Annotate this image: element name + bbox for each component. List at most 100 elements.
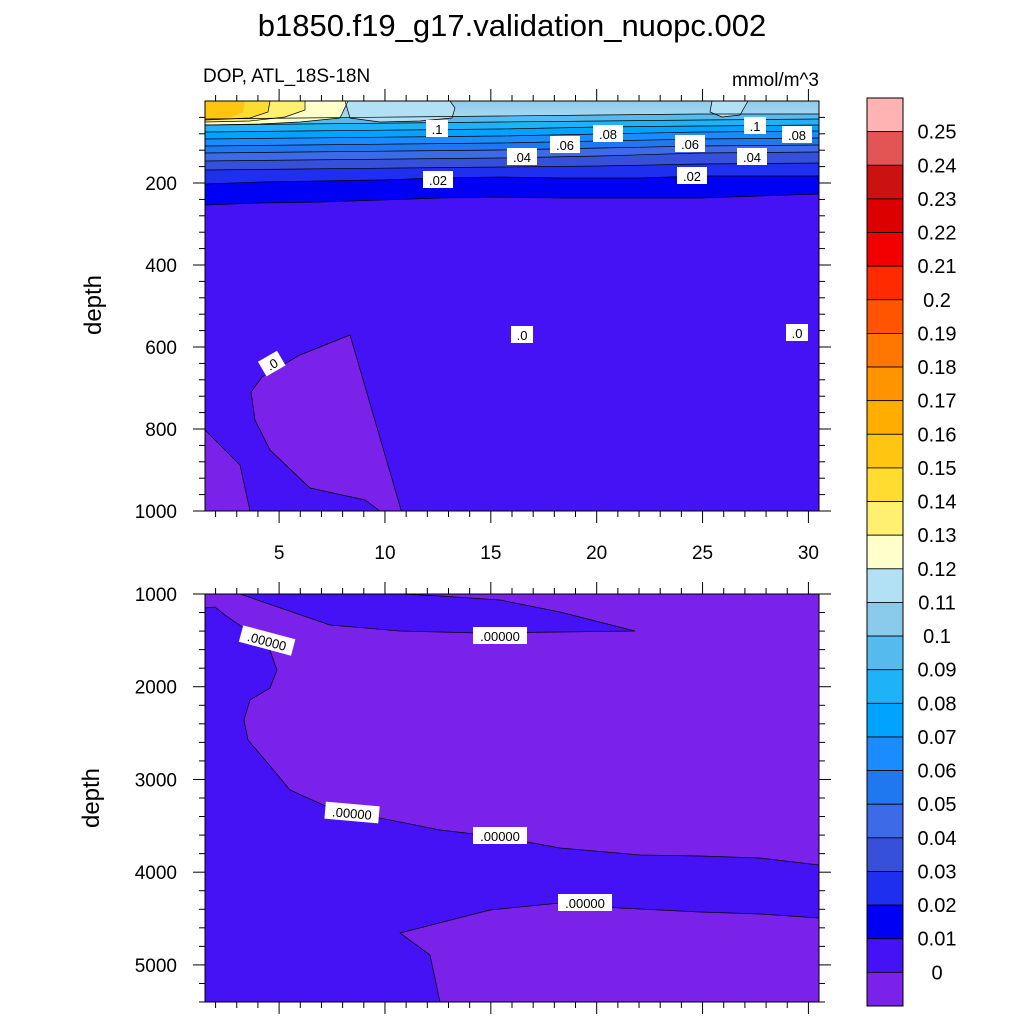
top-panel-units: mmol/m^3 bbox=[732, 70, 819, 91]
top-contour-label: .1 bbox=[426, 120, 448, 137]
bottom-contour-label-box bbox=[238, 625, 296, 656]
colorbar-label: 0.11 bbox=[918, 592, 955, 614]
top-contour-label-box bbox=[782, 126, 812, 143]
fill-patch-0.11-center bbox=[345, 101, 455, 122]
top-contour-label-box bbox=[507, 148, 537, 165]
top-y-tick-label: 200 bbox=[145, 174, 177, 195]
top-contour-label-box bbox=[257, 350, 286, 377]
bottom-contour-label: .00000 bbox=[558, 894, 612, 911]
top-contour-label: .02 bbox=[677, 167, 707, 184]
top-contour-label-text: .08 bbox=[788, 128, 806, 143]
top-contour-label-text: .02 bbox=[429, 173, 447, 188]
bottom-axes: 1000 2000 3000 4000 5000 bbox=[135, 582, 831, 1014]
colorbar-label: 0.02 bbox=[918, 895, 957, 917]
bottom-contour-labels: .00000.00000.00000.00000.00000 bbox=[238, 625, 612, 911]
colorbar-label: 0.08 bbox=[918, 693, 957, 715]
top-contour-label-box bbox=[786, 324, 808, 341]
top-contour-label: .08 bbox=[782, 126, 812, 143]
bottom-y-tick-label: 3000 bbox=[135, 770, 177, 791]
colorbar-swatch bbox=[866, 131, 904, 166]
colorbar-label: 0.25 bbox=[918, 122, 957, 144]
top-x-tick-label: 10 bbox=[374, 543, 395, 564]
colorbar-swatch bbox=[866, 265, 904, 301]
fill-level-0.15 bbox=[205, 101, 245, 120]
bottom-contour-label-text: .00000 bbox=[565, 896, 605, 911]
top-x-tick-label: 15 bbox=[480, 543, 501, 564]
top-x-tick-label: 30 bbox=[798, 543, 819, 564]
colorbar-swatch bbox=[866, 669, 904, 704]
colorbar-swatch bbox=[866, 501, 904, 536]
colorbar-label: 0.21 bbox=[918, 256, 957, 278]
colorbar-label: 0.06 bbox=[918, 761, 957, 783]
colorbar-label: 0.14 bbox=[918, 492, 957, 514]
top-contour-label-text: .1 bbox=[432, 122, 443, 137]
colorbar-swatch bbox=[866, 971, 904, 1007]
colorbar-label: 0.22 bbox=[918, 223, 957, 245]
top-contour-label: .0 bbox=[786, 324, 808, 341]
top-contour-label-text: .04 bbox=[513, 150, 531, 165]
top-x-tick-label: 20 bbox=[586, 543, 607, 564]
bottom-contour-label-text: .00000 bbox=[480, 829, 520, 844]
top-contour-label: .06 bbox=[675, 135, 705, 152]
colorbar-swatch bbox=[866, 635, 904, 671]
top-contour-label: .06 bbox=[550, 136, 580, 153]
top-contour-label-text: .1 bbox=[750, 119, 761, 134]
colorbar-swatch bbox=[866, 702, 904, 738]
top-contour-label: .02 bbox=[423, 171, 453, 188]
colorbar-swatch bbox=[866, 837, 904, 872]
bottom-contour-label-box bbox=[473, 627, 527, 644]
colorbar-label: 0 bbox=[931, 962, 942, 984]
top-contour-label: .0 bbox=[257, 350, 286, 377]
top-contour-label-box bbox=[426, 120, 448, 137]
colorbar-swatch bbox=[866, 97, 904, 133]
colorbar-swatch bbox=[866, 467, 904, 502]
colorbar-swatch bbox=[866, 568, 904, 603]
colorbar-label: 0.15 bbox=[918, 458, 957, 480]
colorbar-label: 0.2 bbox=[923, 290, 951, 312]
top-contour-label: .04 bbox=[737, 148, 767, 165]
colorbar-swatch bbox=[866, 770, 904, 805]
bottom-y-tick-label: 4000 bbox=[135, 863, 177, 884]
colorbar-swatch bbox=[866, 198, 904, 233]
top-contour-label-box bbox=[593, 125, 623, 142]
top-contour-label-text: .04 bbox=[743, 150, 761, 165]
colorbar-label: 0.16 bbox=[918, 424, 957, 446]
bottom-y-tick-label: 2000 bbox=[135, 678, 177, 699]
colorbar-label: 0.19 bbox=[918, 323, 957, 345]
bottom-y-tick-label: 5000 bbox=[135, 956, 177, 977]
figure-title: b1850.f19_g17.validation_nuopc.002 bbox=[258, 8, 767, 43]
colorbar-label: 0.05 bbox=[918, 794, 957, 816]
top-contour-label-text: .06 bbox=[681, 137, 699, 152]
colorbar-label: 0.01 bbox=[918, 929, 957, 951]
top-contour-label-text: .0 bbox=[792, 326, 803, 341]
top-y-tick-label: 1000 bbox=[135, 502, 177, 523]
colorbar-label: 0.12 bbox=[918, 559, 957, 581]
colorbar-label: 0.17 bbox=[918, 391, 957, 413]
colorbar-swatch bbox=[866, 803, 904, 839]
colorbar-swatch bbox=[866, 433, 904, 469]
bottom-y-axis-label: depth bbox=[78, 768, 105, 828]
colorbar-label: 0.03 bbox=[918, 861, 957, 883]
fill-level-0.00000-upper-tongue bbox=[240, 594, 635, 633]
colorbar-label: 0.18 bbox=[918, 357, 957, 379]
top-y-tick-label: 600 bbox=[145, 338, 177, 359]
top-contour-label-box bbox=[511, 326, 533, 343]
fill-level-0.00000-west-deep bbox=[205, 594, 819, 1002]
bottom-y-tick-label: 1000 bbox=[135, 585, 177, 606]
bottom-contour-label-text: .00000 bbox=[480, 629, 520, 644]
colorbar: 0.25 0.24 0.23 0.22 0.21 0.2 0.19 0.18 0.17 0.16 0… bbox=[866, 97, 957, 1007]
top-contour-label-text: .02 bbox=[683, 169, 701, 184]
colorbar-swatch bbox=[866, 534, 904, 570]
bottom-contour-label: .00000 bbox=[473, 827, 527, 844]
colorbar-swatch bbox=[866, 871, 904, 906]
top-x-tick-label: 5 bbox=[274, 543, 285, 564]
colorbar-swatch bbox=[866, 938, 904, 973]
colorbar-frame bbox=[866, 97, 904, 1007]
bottom-contour-label-box bbox=[473, 827, 527, 844]
colorbar-swatch bbox=[866, 602, 904, 637]
bottom-contour-label-text: .00000 bbox=[331, 804, 372, 822]
bottom-contour-label: .00000 bbox=[473, 627, 527, 644]
bottom-contour-panel: .00000.00000.00000.00000.00000 100020003… bbox=[135, 582, 831, 1014]
colorbar-swatch bbox=[866, 366, 904, 402]
